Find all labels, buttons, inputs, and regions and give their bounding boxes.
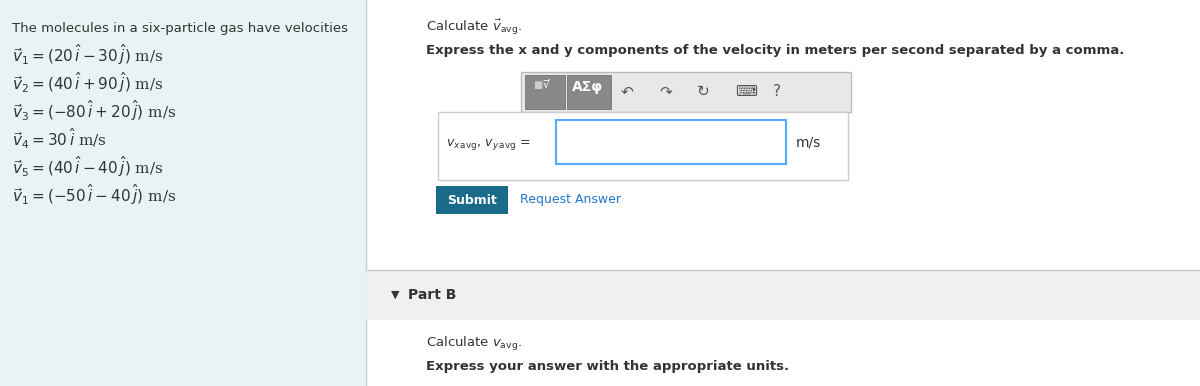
Text: ?: ? — [773, 84, 781, 99]
Text: m/s: m/s — [796, 135, 821, 149]
FancyBboxPatch shape — [436, 186, 508, 214]
Text: Calculate $\vec{v}_{\mathrm{avg}}$.: Calculate $\vec{v}_{\mathrm{avg}}$. — [426, 18, 522, 37]
Text: Calculate $v_{\mathrm{avg}}$.: Calculate $v_{\mathrm{avg}}$. — [426, 335, 522, 353]
FancyBboxPatch shape — [0, 0, 366, 386]
Text: Express your answer with the appropriate units.: Express your answer with the appropriate… — [426, 360, 790, 373]
Text: $\vec{v}_5 = (40\,\hat{i} - 40\,\hat{j})$ m/s: $\vec{v}_5 = (40\,\hat{i} - 40\,\hat{j})… — [12, 154, 163, 179]
FancyBboxPatch shape — [366, 270, 1200, 320]
FancyBboxPatch shape — [556, 120, 786, 164]
Text: $\vec{v}_1 = (20\,\hat{i} - 30\,\hat{j})$ m/s: $\vec{v}_1 = (20\,\hat{i} - 30\,\hat{j})… — [12, 42, 163, 67]
FancyBboxPatch shape — [438, 112, 848, 180]
Text: $v_{x\,\mathrm{avg}},\, v_{y\,\mathrm{avg}}$ =: $v_{x\,\mathrm{avg}},\, v_{y\,\mathrm{av… — [446, 137, 530, 151]
Text: ⌨: ⌨ — [734, 84, 757, 99]
FancyBboxPatch shape — [568, 75, 611, 109]
Text: The molecules in a six-particle gas have velocities: The molecules in a six-particle gas have… — [12, 22, 348, 35]
Text: $\vec{v}_3 = (-80\,\hat{i} + 20\,\hat{j})$ m/s: $\vec{v}_3 = (-80\,\hat{i} + 20\,\hat{j}… — [12, 98, 176, 123]
Text: ↷: ↷ — [659, 84, 672, 99]
Text: ■: ■ — [533, 80, 542, 90]
Text: AΣφ: AΣφ — [572, 80, 604, 94]
Text: √̅: √̅ — [542, 80, 550, 90]
Text: $\vec{v}_2 = (40\,\hat{i} + 90\,\hat{j})$ m/s: $\vec{v}_2 = (40\,\hat{i} + 90\,\hat{j})… — [12, 70, 163, 95]
FancyBboxPatch shape — [526, 75, 565, 109]
Text: $\vec{v}_4 = 30\,\hat{i}$ m/s: $\vec{v}_4 = 30\,\hat{i}$ m/s — [12, 126, 107, 151]
Text: ↶: ↶ — [622, 84, 634, 99]
Text: Express the x and y components of the velocity in meters per second separated by: Express the x and y components of the ve… — [426, 44, 1124, 57]
Text: Request Answer: Request Answer — [520, 193, 622, 207]
Text: $\vec{v}_1 = (-50\,\hat{i} - 40\,\hat{j})$ m/s: $\vec{v}_1 = (-50\,\hat{i} - 40\,\hat{j}… — [12, 182, 176, 207]
Text: ↻: ↻ — [697, 84, 709, 99]
Text: Submit: Submit — [448, 193, 497, 207]
Text: ▼: ▼ — [391, 290, 400, 300]
FancyBboxPatch shape — [521, 72, 851, 112]
Text: Part B: Part B — [408, 288, 456, 302]
